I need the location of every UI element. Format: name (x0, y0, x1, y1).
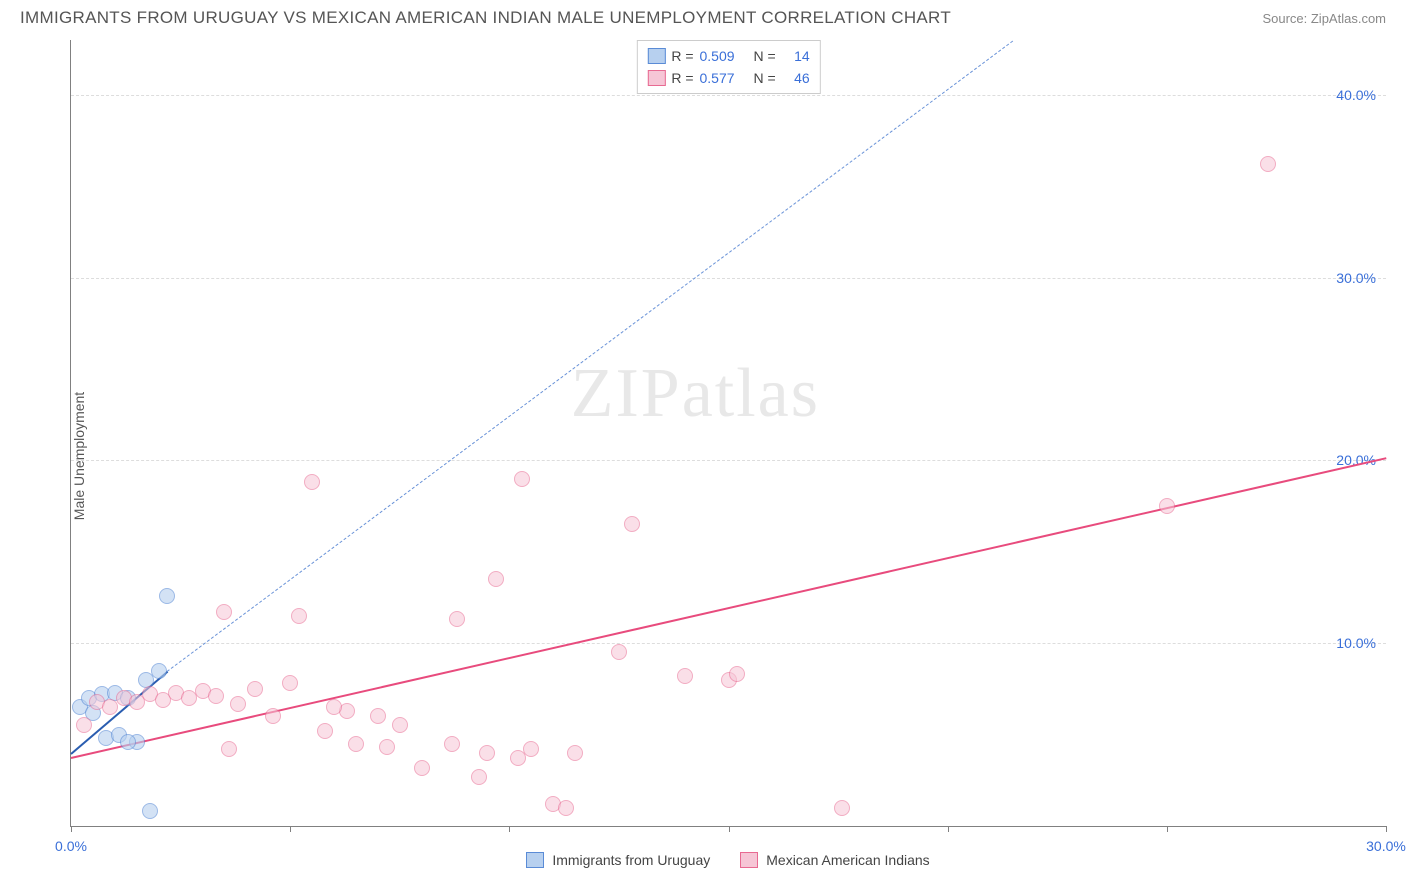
data-point (834, 800, 850, 816)
stat-n-label: N = (754, 48, 776, 64)
data-point (514, 471, 530, 487)
legend-swatch (647, 70, 665, 86)
stat-r-label: R = (671, 48, 693, 64)
gridline-h (71, 643, 1386, 644)
data-point (317, 723, 333, 739)
plot-area: ZIPatlas 10.0%20.0%30.0%40.0%0.0%30.0%R … (70, 40, 1386, 827)
legend-swatch (647, 48, 665, 64)
data-point (159, 588, 175, 604)
legend-label: Mexican American Indians (766, 852, 929, 868)
stats-legend-row: R = 0.509 N = 14 (647, 45, 809, 67)
data-point (120, 734, 136, 750)
data-point (304, 474, 320, 490)
y-tick-label: 30.0% (1336, 270, 1376, 286)
source-label: Source: ZipAtlas.com (1262, 11, 1386, 26)
gridline-h (71, 460, 1386, 461)
trend-line-dashed (167, 40, 1014, 671)
data-point (282, 675, 298, 691)
data-point (247, 681, 263, 697)
data-point (1159, 498, 1175, 514)
data-point (567, 745, 583, 761)
data-point (392, 717, 408, 733)
data-point (624, 516, 640, 532)
data-point (291, 608, 307, 624)
data-point (230, 696, 246, 712)
chart-title: IMMIGRANTS FROM URUGUAY VS MEXICAN AMERI… (20, 8, 951, 28)
data-point (326, 699, 342, 715)
legend-item: Immigrants from Uruguay (526, 852, 710, 868)
bottom-legend: Immigrants from Uruguay Mexican American … (70, 827, 1386, 872)
data-point (216, 604, 232, 620)
data-point (1260, 156, 1276, 172)
data-point (414, 760, 430, 776)
stat-r-value: 0.509 (700, 48, 748, 64)
data-point (142, 803, 158, 819)
watermark: ZIPatlas (571, 354, 820, 434)
data-point (449, 611, 465, 627)
data-point (444, 736, 460, 752)
x-tick-mark (1386, 826, 1387, 832)
legend-swatch (526, 852, 544, 868)
legend-label: Immigrants from Uruguay (552, 852, 710, 868)
data-point (151, 663, 167, 679)
stat-n-label: N = (754, 70, 776, 86)
data-point (558, 800, 574, 816)
data-point (523, 741, 539, 757)
data-point (379, 739, 395, 755)
data-point (208, 688, 224, 704)
chart-container: Male Unemployment ZIPatlas 10.0%20.0%30.… (20, 40, 1386, 872)
y-tick-label: 40.0% (1336, 87, 1376, 103)
stats-legend: R = 0.509 N = 14 R = 0.577 N = 46 (636, 40, 820, 94)
legend-item: Mexican American Indians (740, 852, 929, 868)
data-point (471, 769, 487, 785)
stat-n-value: 14 (782, 48, 810, 64)
data-point (479, 745, 495, 761)
data-point (729, 666, 745, 682)
stat-r-label: R = (671, 70, 693, 86)
data-point (221, 741, 237, 757)
legend-swatch (740, 852, 758, 868)
data-point (348, 736, 364, 752)
gridline-h (71, 95, 1386, 96)
gridline-h (71, 278, 1386, 279)
data-point (611, 644, 627, 660)
data-point (677, 668, 693, 684)
data-point (370, 708, 386, 724)
title-bar: IMMIGRANTS FROM URUGUAY VS MEXICAN AMERI… (0, 0, 1406, 34)
data-point (265, 708, 281, 724)
stat-n-value: 46 (782, 70, 810, 86)
data-point (488, 571, 504, 587)
y-tick-label: 10.0% (1336, 635, 1376, 651)
data-point (76, 717, 92, 733)
stats-legend-row: R = 0.577 N = 46 (647, 67, 809, 89)
stat-r-value: 0.577 (700, 70, 748, 86)
